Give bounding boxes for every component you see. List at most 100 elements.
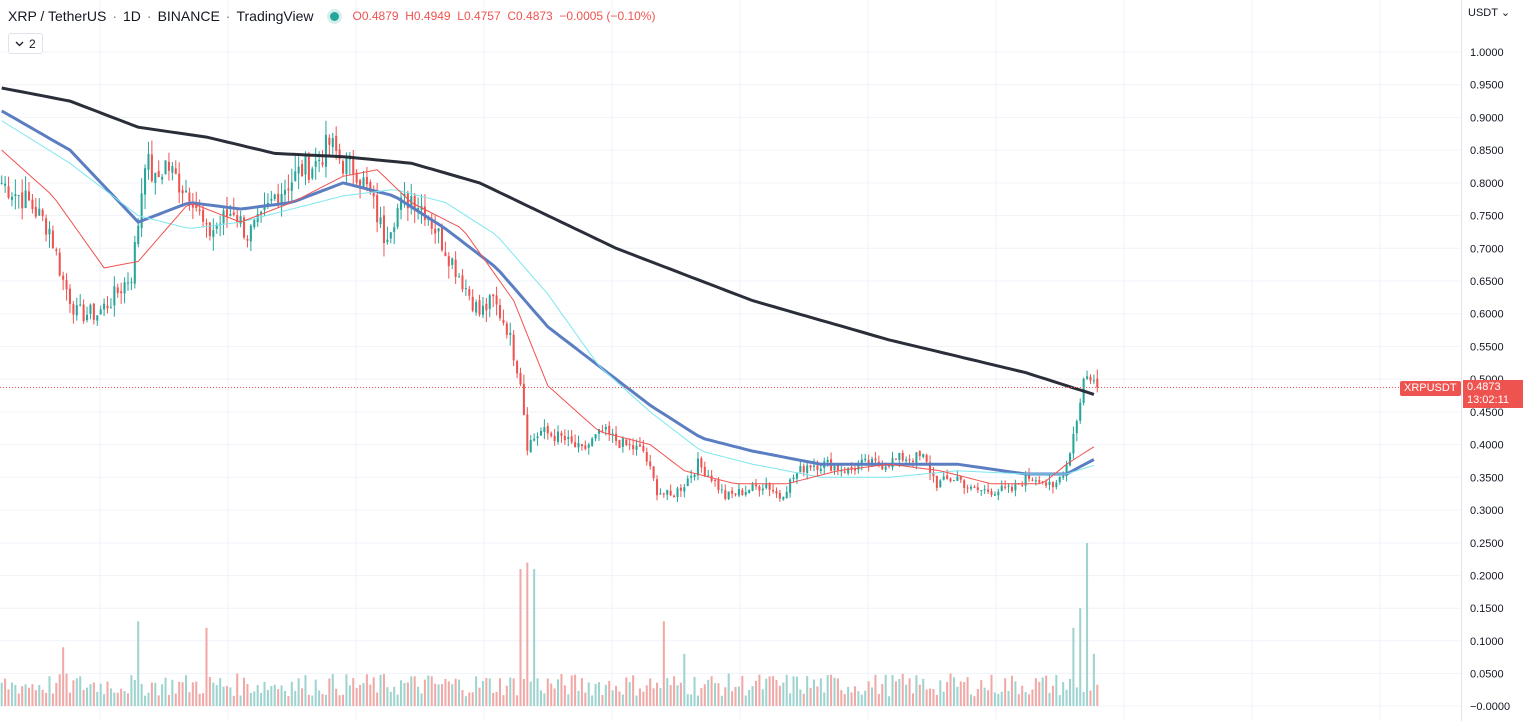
volume-bar xyxy=(167,694,170,706)
candle-body xyxy=(447,256,450,267)
volume-bar xyxy=(809,687,812,706)
candle-body xyxy=(321,162,324,165)
volume-bar xyxy=(174,693,177,706)
chevron-down-icon xyxy=(15,41,24,46)
candle-body xyxy=(4,183,7,186)
candle-body xyxy=(328,137,331,145)
candle-body xyxy=(966,487,969,489)
candle-body xyxy=(75,305,78,316)
volume-bar xyxy=(79,676,82,706)
volume-bar xyxy=(925,689,928,706)
candle-body xyxy=(693,474,696,477)
volume-bar xyxy=(621,694,624,706)
candle-body xyxy=(707,475,710,477)
currency-selector[interactable]: USDT ⌄ xyxy=(1468,6,1510,19)
volume-bar xyxy=(990,674,993,706)
volume-bar xyxy=(911,693,915,706)
price-tick-label: 0.9500 xyxy=(1470,80,1504,92)
volume-bar xyxy=(123,691,126,706)
candle-body xyxy=(799,466,802,473)
candle-body xyxy=(1051,482,1054,487)
candle-body xyxy=(690,476,693,478)
candle-body xyxy=(655,479,659,496)
volume-bar xyxy=(324,694,327,706)
volume-bar xyxy=(304,675,307,706)
indicators-toggle-button[interactable]: 2 xyxy=(8,33,43,54)
volume-bar xyxy=(92,682,95,706)
volume-bar xyxy=(362,683,365,706)
candle-body xyxy=(696,458,699,476)
candle-body xyxy=(161,176,164,180)
candle-body xyxy=(993,494,996,496)
volume-bar xyxy=(208,677,211,706)
candle-body xyxy=(389,232,392,239)
volume-bar xyxy=(1045,675,1048,706)
candle-body xyxy=(454,259,457,277)
volume-bar xyxy=(273,684,276,706)
separator: · xyxy=(225,8,231,24)
candle-body xyxy=(570,436,573,443)
volume-bar xyxy=(918,684,921,706)
candle-body xyxy=(492,294,495,297)
volume-bar xyxy=(874,674,877,706)
volume-bar xyxy=(519,569,522,706)
volume-bar xyxy=(157,695,160,706)
candle-body xyxy=(273,194,276,200)
volume-bar xyxy=(120,688,123,706)
candle-body xyxy=(62,275,65,280)
candle-body xyxy=(785,491,788,499)
volume-bar xyxy=(795,676,798,706)
symbol-name[interactable]: XRP / TetherUS xyxy=(8,8,107,24)
volume-bar xyxy=(468,692,471,706)
volume-bar xyxy=(321,693,324,706)
volume-bar xyxy=(932,689,935,706)
candle-body xyxy=(1004,486,1007,488)
candle-body xyxy=(335,135,338,151)
volume-bar xyxy=(171,679,174,706)
volume-bar xyxy=(1072,627,1075,706)
candle-body xyxy=(297,166,300,174)
price-tick-label: 0.8000 xyxy=(1470,178,1504,190)
volume-bar xyxy=(553,688,556,706)
volume-bar xyxy=(669,685,672,706)
volume-bar xyxy=(860,694,863,706)
candle-body xyxy=(215,225,218,229)
candle-body xyxy=(437,228,440,232)
volume-bar xyxy=(287,696,290,706)
volume-bar xyxy=(847,686,850,706)
price-tick-label: 0.4500 xyxy=(1470,407,1504,419)
candle-body xyxy=(1031,479,1034,481)
volume-bar xyxy=(1062,682,1065,706)
candle-body xyxy=(331,138,334,147)
candle-body xyxy=(352,156,355,175)
volume-bar xyxy=(993,692,996,706)
candle-body xyxy=(898,452,901,460)
volume-bar xyxy=(1024,692,1027,706)
volume-bar xyxy=(475,676,478,706)
candle-body xyxy=(795,473,798,479)
candle-body xyxy=(184,190,188,193)
candle-body xyxy=(307,153,310,180)
candle-body xyxy=(987,489,990,492)
volume-bar xyxy=(601,695,604,706)
candle-body xyxy=(659,493,662,495)
candle-body xyxy=(38,208,41,216)
candle-body xyxy=(1055,482,1058,487)
candle-body xyxy=(198,209,201,212)
volume-bar xyxy=(833,677,836,706)
interval[interactable]: 1D xyxy=(122,8,141,24)
candle-body xyxy=(41,209,44,217)
volume-bar xyxy=(799,689,802,706)
volume-bar xyxy=(1048,692,1051,706)
candle-body xyxy=(31,199,34,210)
candle-body xyxy=(304,155,307,175)
volume-tick-label: 0.1500 xyxy=(1470,603,1504,615)
volume-bar xyxy=(843,694,846,706)
candle-body xyxy=(724,490,727,499)
volume-bar xyxy=(243,677,246,706)
candle-body xyxy=(280,193,283,204)
volume-bar xyxy=(546,678,549,706)
volume-bar xyxy=(512,678,515,706)
